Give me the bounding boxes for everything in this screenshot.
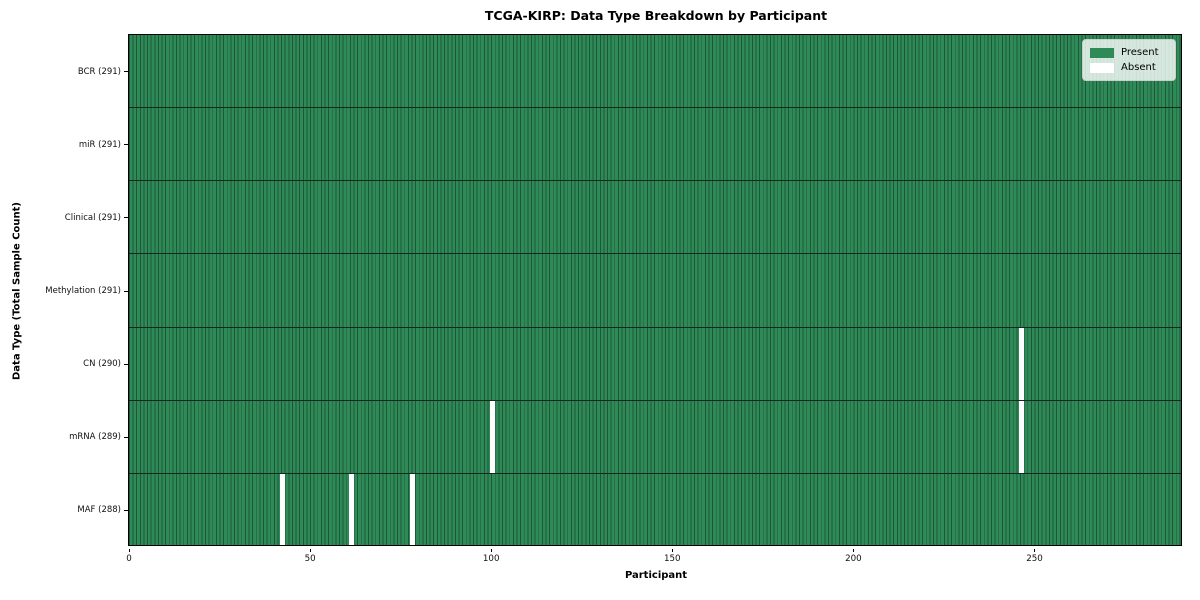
- chart-title: TCGA-KIRP: Data Type Breakdown by Partic…: [484, 8, 828, 23]
- y-tick-mark: [124, 509, 128, 511]
- legend-entry-label: Absent: [1121, 62, 1156, 73]
- row-separator: [128, 107, 1181, 109]
- data-row-bcr: [128, 34, 1181, 108]
- data-row-clinical: [128, 180, 1181, 254]
- legend-swatch-absent: [1090, 62, 1114, 73]
- absent-marker: [280, 473, 285, 545]
- y-tick-mark: [124, 71, 128, 73]
- x-tick-label: 0: [126, 554, 132, 564]
- data-row-cn: [128, 327, 1181, 401]
- x-tick-label: 200: [845, 554, 862, 564]
- x-tick-label: 150: [664, 554, 681, 564]
- x-tick-mark: [309, 548, 311, 552]
- data-row-methylation: [128, 253, 1181, 328]
- absent-marker: [410, 473, 416, 545]
- legend-entry-absent: Absent: [1090, 60, 1168, 75]
- legend-entry-label: Present: [1121, 47, 1159, 58]
- x-tick-mark: [852, 548, 854, 552]
- row-separator: [128, 180, 1181, 182]
- y-tick-label: MAF (288): [77, 505, 121, 516]
- y-tick-label: Clinical (291): [64, 212, 121, 223]
- row-separator: [128, 399, 1181, 401]
- row-separator: [128, 253, 1181, 255]
- x-tick-mark: [671, 548, 673, 552]
- x-tick-label: 250: [1026, 554, 1043, 564]
- y-tick-label: miR (291): [78, 139, 121, 150]
- legend: Present Absent: [1082, 39, 1176, 81]
- x-tick-label: 100: [482, 554, 500, 564]
- y-tick-mark: [124, 436, 128, 438]
- y-tick-mark: [124, 144, 128, 146]
- data-row-maf: [128, 473, 1181, 545]
- absent-marker: [1018, 327, 1024, 401]
- y-tick-label: Methylation (291): [45, 286, 121, 296]
- legend-swatch-present: [1090, 47, 1114, 58]
- data-row-mir: [128, 107, 1181, 181]
- x-axis-label: Participant: [624, 570, 688, 581]
- y-tick-mark: [124, 290, 128, 292]
- absent-marker: [490, 400, 495, 474]
- y-tick-mark: [124, 217, 128, 219]
- absent-marker: [1018, 400, 1024, 474]
- row-separator: [128, 326, 1181, 328]
- x-tick-mark: [490, 548, 492, 552]
- x-tick-label: 50: [304, 554, 316, 564]
- x-tick-mark: [128, 548, 130, 552]
- legend-entry-present: Present: [1090, 45, 1168, 60]
- absent-marker: [348, 473, 354, 545]
- y-tick-label: CN (290): [83, 359, 121, 370]
- y-tick-label: BCR (291): [77, 66, 121, 77]
- x-tick-mark: [1033, 548, 1035, 552]
- data-row-mrna: [128, 400, 1181, 474]
- plot-area: [127, 33, 1182, 546]
- row-separator: [128, 472, 1181, 474]
- y-tick-mark: [124, 363, 128, 365]
- y-tick-label: mRNA (289): [69, 432, 121, 443]
